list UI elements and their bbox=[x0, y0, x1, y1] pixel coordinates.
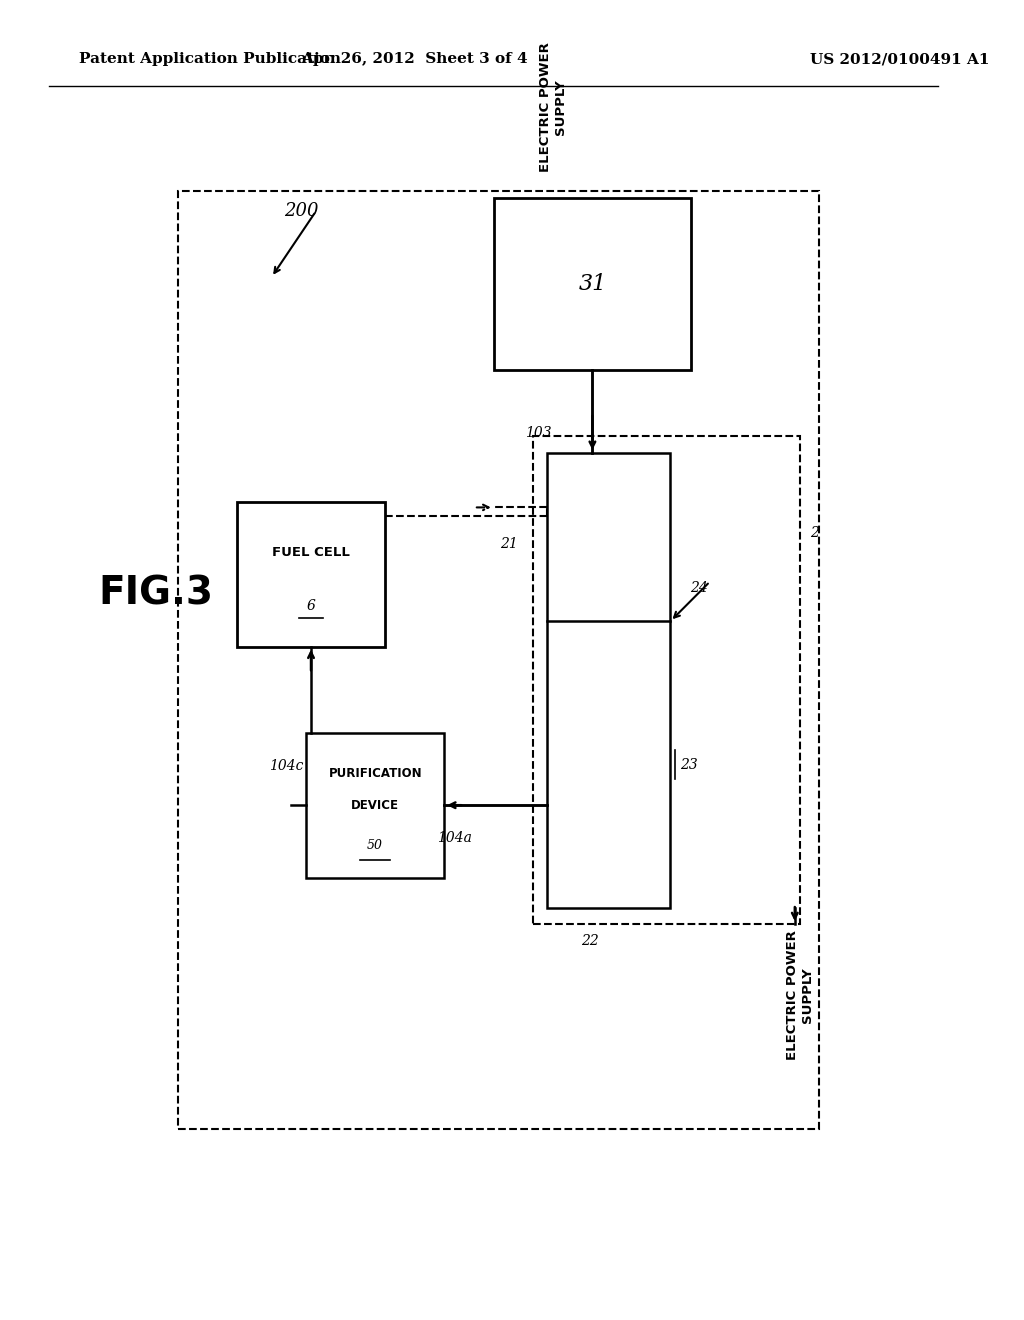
Bar bbox=[494, 198, 691, 370]
Text: 104a: 104a bbox=[437, 832, 472, 845]
Text: PURIFICATION: PURIFICATION bbox=[329, 767, 422, 780]
Text: 6: 6 bbox=[306, 599, 315, 614]
Text: 23: 23 bbox=[680, 758, 698, 772]
Bar bbox=[534, 436, 800, 924]
Text: 2: 2 bbox=[810, 527, 818, 540]
Text: DEVICE: DEVICE bbox=[351, 799, 399, 812]
Text: 24: 24 bbox=[690, 581, 708, 595]
Bar bbox=[178, 191, 819, 1129]
Text: Patent Application Publication: Patent Application Publication bbox=[79, 53, 341, 66]
Text: 31: 31 bbox=[579, 273, 606, 294]
Text: Apr. 26, 2012  Sheet 3 of 4: Apr. 26, 2012 Sheet 3 of 4 bbox=[301, 53, 528, 66]
Bar bbox=[547, 453, 671, 908]
Text: 104c: 104c bbox=[269, 759, 303, 772]
Bar bbox=[306, 733, 444, 878]
Text: 103: 103 bbox=[524, 426, 551, 440]
Text: 21: 21 bbox=[500, 537, 517, 550]
Text: US 2012/0100491 A1: US 2012/0100491 A1 bbox=[810, 53, 989, 66]
Text: 200: 200 bbox=[284, 202, 318, 220]
Text: 22: 22 bbox=[582, 935, 599, 948]
Bar bbox=[237, 502, 385, 647]
Text: FIG.3: FIG.3 bbox=[98, 576, 214, 612]
Text: ELECTRIC POWER
SUPPLY: ELECTRIC POWER SUPPLY bbox=[539, 42, 567, 172]
Text: 50: 50 bbox=[368, 840, 383, 853]
Text: FUEL CELL: FUEL CELL bbox=[272, 546, 350, 558]
Text: ELECTRIC POWER
SUPPLY: ELECTRIC POWER SUPPLY bbox=[785, 931, 814, 1060]
